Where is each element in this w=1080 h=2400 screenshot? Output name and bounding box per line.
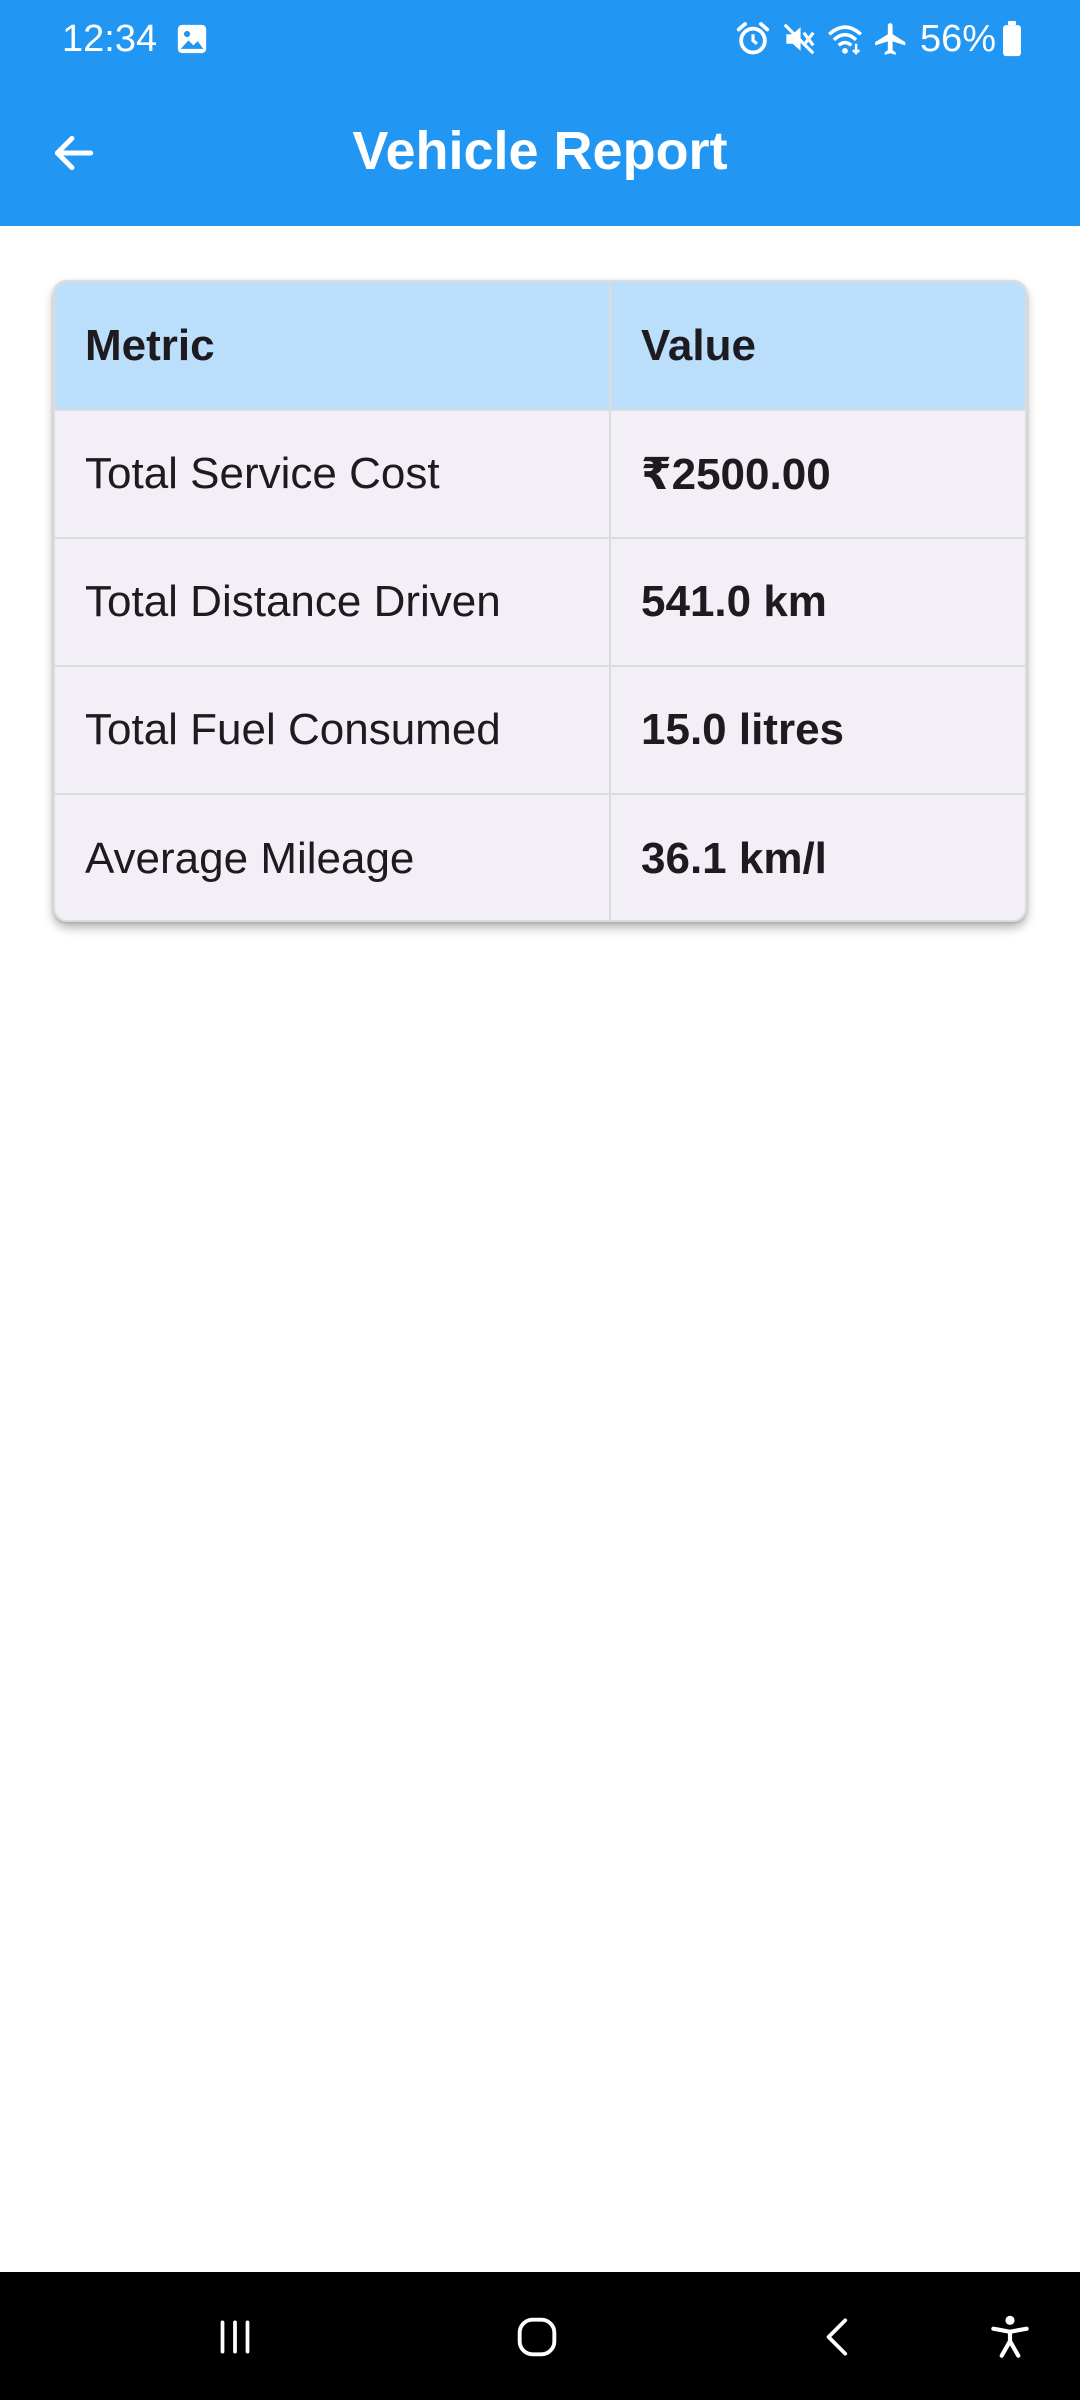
table-header-row: Metric Value (55, 282, 1025, 411)
home-button[interactable] (502, 2302, 572, 2372)
back-button[interactable] (34, 120, 114, 186)
metric-cell: Total Distance Driven (55, 538, 611, 667)
table-row: Total Distance Driven 541.0 km (55, 538, 1025, 667)
value-cell: 36.1 km/l (641, 833, 827, 883)
metric-cell: Average Mileage (55, 794, 611, 920)
value-cell: 15.0 litres (610, 666, 1025, 795)
recent-apps-button[interactable] (200, 2302, 270, 2372)
status-icons: 56% (726, 16, 1022, 62)
table-row: Total Fuel Consumed 15.0 litres (55, 666, 1025, 795)
system-nav-bar (0, 2272, 1080, 2400)
battery-percentage: 56% (919, 18, 996, 60)
value-cell: 541.0 km (610, 538, 1025, 667)
report-card: Metric Value Total Service Cost ₹2500.00… (53, 280, 1027, 922)
home-icon (517, 2317, 557, 2357)
table-row: Average Mileage 36.1 km/l (55, 794, 1025, 920)
wifi-icon (827, 25, 862, 55)
arrow-left-icon (54, 135, 94, 171)
back-nav-button[interactable] (804, 2302, 874, 2372)
alarm-icon (736, 22, 770, 55)
page-title: Vehicle Report (352, 121, 728, 181)
mute-icon (783, 23, 815, 55)
recent-apps-icon (220, 2320, 250, 2354)
value-cell: ₹2500.00 (610, 410, 1025, 539)
accessibility-icon (991, 2315, 1029, 2358)
back-icon (826, 2318, 848, 2356)
column-header-metric: Metric (55, 282, 611, 411)
status-time: 12:34 (62, 18, 158, 60)
gallery-icon (177, 24, 207, 54)
metric-cell: Total Fuel Consumed (55, 666, 611, 795)
battery-icon (1003, 21, 1021, 57)
accessibility-button[interactable] (975, 2302, 1045, 2372)
status-bar: 12:34 (0, 0, 1080, 80)
column-header-value: Value (610, 282, 1025, 411)
airplane-icon (875, 23, 906, 55)
metric-cell: Total Service Cost (55, 410, 611, 539)
app-bar: Vehicle Report (0, 80, 1080, 226)
report-table: Metric Value Total Service Cost ₹2500.00… (55, 282, 1025, 920)
table-row: Total Service Cost ₹2500.00 (55, 410, 1025, 539)
